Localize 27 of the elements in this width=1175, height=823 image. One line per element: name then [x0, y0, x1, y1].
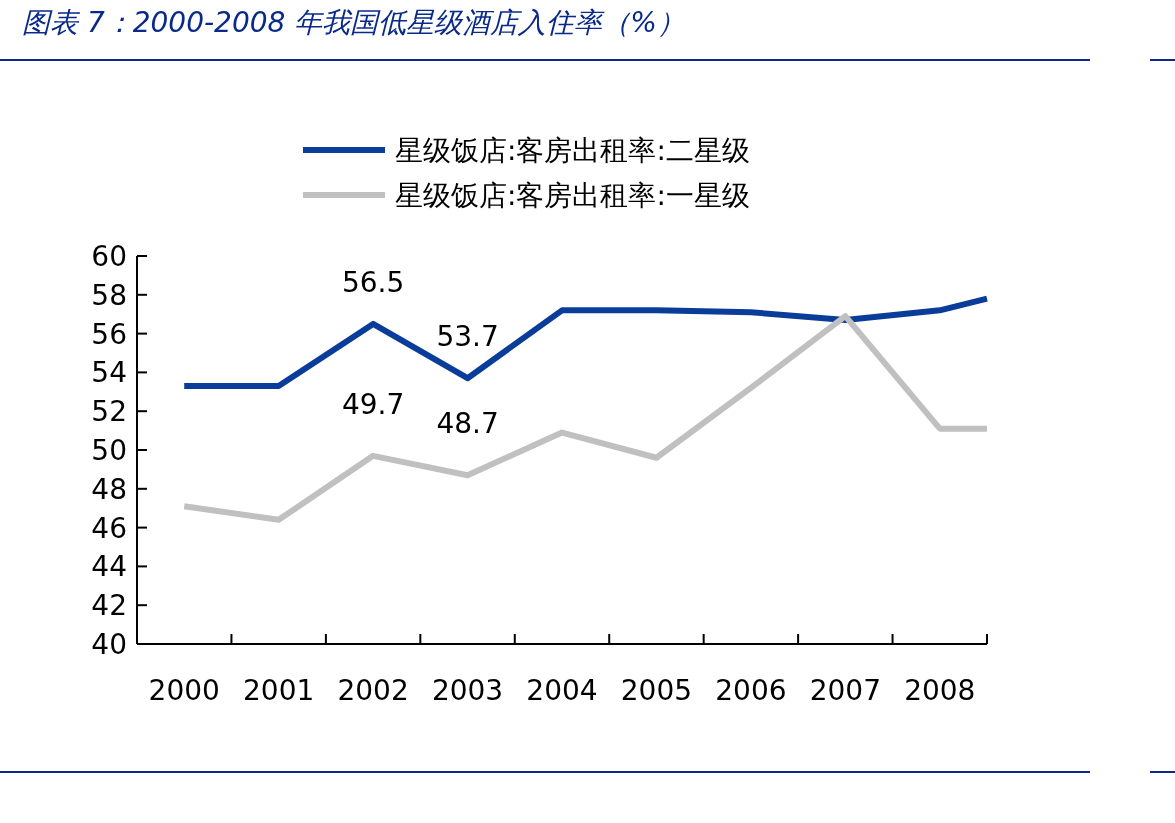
- y-tick-label: 58: [91, 278, 127, 312]
- x-tick-label: 2002: [337, 674, 409, 707]
- data-label: 48.7: [436, 407, 499, 441]
- y-tick-label: 60: [91, 240, 127, 273]
- y-tick-label: 52: [91, 395, 127, 429]
- y-tick-label: 56: [91, 317, 127, 351]
- y-tick-label: 48: [91, 472, 127, 506]
- x-tick-label: 2006: [715, 674, 787, 707]
- data-label: 56.5: [341, 265, 405, 299]
- chart-title: 图表 7：2000-2008 年我国低星级酒店入住率（%）: [22, 6, 685, 39]
- y-tick-label: 44: [91, 550, 127, 584]
- y-tick-label: 40: [91, 628, 127, 661]
- x-tick-label: 2000: [148, 674, 220, 707]
- x-tick-label: 2005: [620, 674, 693, 707]
- legend-label: 星级饭店:客房出租率:一星级: [395, 179, 750, 212]
- data-label: 53.7: [436, 320, 499, 354]
- x-tick-label: 2007: [809, 674, 881, 707]
- y-tick-label: 42: [91, 589, 127, 623]
- x-tick-label: 2008: [904, 674, 976, 707]
- x-tick-label: 2004: [526, 674, 598, 707]
- legend-label: 星级饭店:客房出租率:二星级: [395, 134, 750, 167]
- data-label: 49.7: [341, 387, 405, 421]
- x-tick-label: 2003: [431, 674, 504, 707]
- y-tick-label: 46: [91, 511, 127, 545]
- y-tick-label: 54: [91, 356, 127, 390]
- x-tick-label: 2001: [243, 674, 315, 707]
- y-tick-label: 50: [91, 434, 127, 467]
